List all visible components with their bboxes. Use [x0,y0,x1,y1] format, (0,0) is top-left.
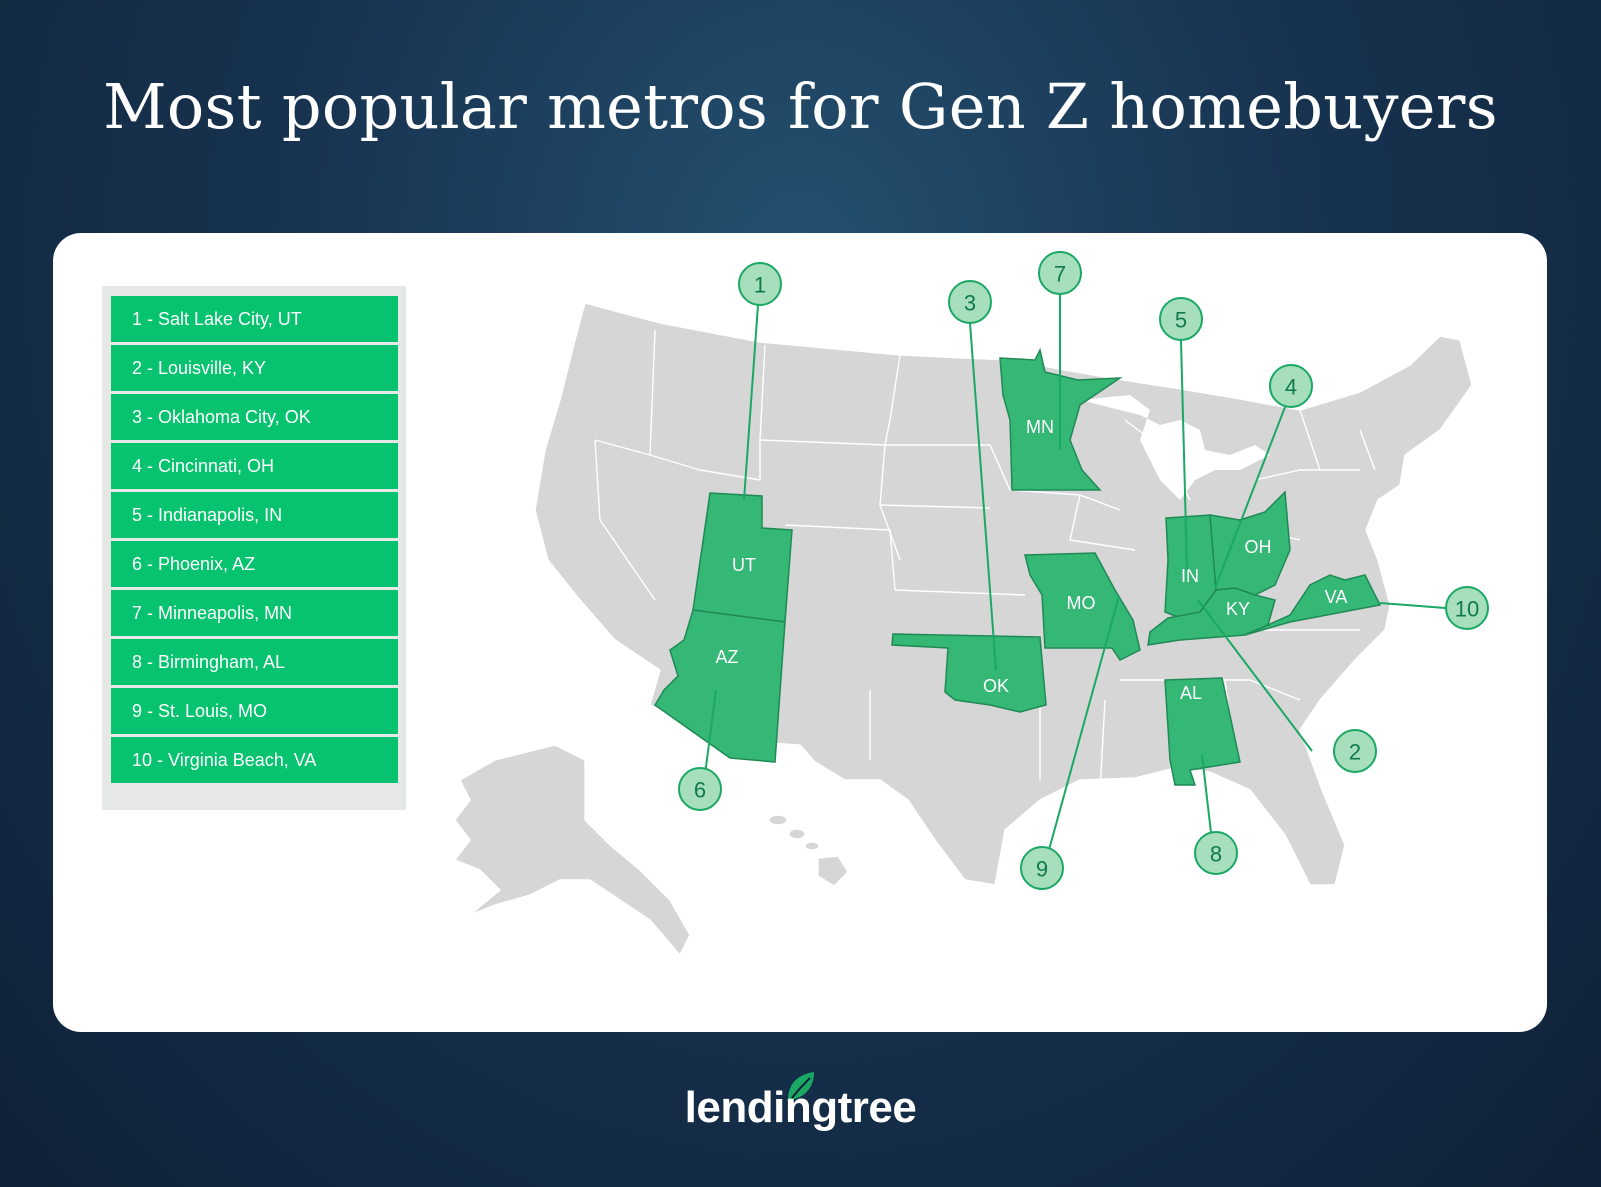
legend-item: 5 - Indianapolis, IN [111,492,398,538]
state-label-az: AZ [715,647,738,667]
legend-item: 2 - Louisville, KY [111,345,398,391]
leader-line-1 [743,304,759,501]
legend-item: 3 - Oklahoma City, OK [111,394,398,440]
lendingtree-logo: lendingtree [684,1083,917,1132]
hawaii [768,814,849,887]
svg-text:2: 2 [1349,740,1361,765]
svg-text:6: 6 [694,778,706,803]
leader-line-9 [1043,595,1120,869]
svg-text:5: 5 [1175,308,1187,333]
state-label-ut: UT [732,555,756,575]
legend-item: 7 - Minneapolis, MN [111,590,398,636]
marker-5: 5 [1159,297,1203,341]
svg-text:7: 7 [1054,262,1066,287]
leader-line-4 [1214,401,1288,589]
svg-text:9: 9 [1036,857,1048,882]
svg-text:1: 1 [754,273,766,298]
state-label-mn: MN [1026,417,1054,437]
marker-4: 4 [1269,364,1313,408]
state-label-oh: OH [1245,537,1272,557]
legend-item: 9 - St. Louis, MO [111,688,398,734]
state-label-in: IN [1181,566,1199,586]
leaf-icon [788,1072,814,1100]
state-label-va: VA [1325,587,1348,607]
state-missouri [1024,552,1141,661]
leader-line-2 [1197,599,1313,752]
state-label-al: AL [1180,683,1202,703]
legend-item: 1 - Salt Lake City, UT [111,296,398,342]
state-label-mo: MO [1067,593,1096,613]
marker-3: 3 [948,280,992,324]
leader-line-5 [1180,339,1188,571]
metro-legend: 1 - Salt Lake City, UT 2 - Louisville, K… [102,286,406,810]
svg-text:4: 4 [1285,375,1297,400]
svg-text:10: 10 [1455,597,1479,622]
legend-item: 10 - Virginia Beach, VA [111,737,398,783]
state-arizona [653,609,786,763]
marker-2: 2 [1333,729,1377,773]
marker-1: 1 [738,262,782,306]
leader-line-3 [969,322,997,671]
legend-item: 4 - Cincinnati, OH [111,443,398,489]
svg-text:3: 3 [964,291,976,316]
legend-item: 8 - Birmingham, AL [111,639,398,685]
state-label-ok: OK [983,676,1009,696]
state-oklahoma [891,633,1047,713]
alaska [453,744,691,957]
leader-lines [702,295,1446,869]
leader-line-10 [1379,602,1446,609]
marker-7: 7 [1038,251,1082,295]
svg-text:8: 8 [1210,842,1222,867]
state-label-ky: KY [1226,599,1250,619]
marker-10: 10 [1445,586,1489,630]
state-virginia [1244,574,1382,636]
page-title: Most popular metros for Gen Z homebuyers [103,70,1498,143]
marker-9: 9 [1020,846,1064,890]
marker-8: 8 [1194,831,1238,875]
great-lakes [1080,395,1270,500]
legend-item: 6 - Phoenix, AZ [111,541,398,587]
state-alabama [1164,677,1241,786]
marker-6: 6 [678,767,722,811]
